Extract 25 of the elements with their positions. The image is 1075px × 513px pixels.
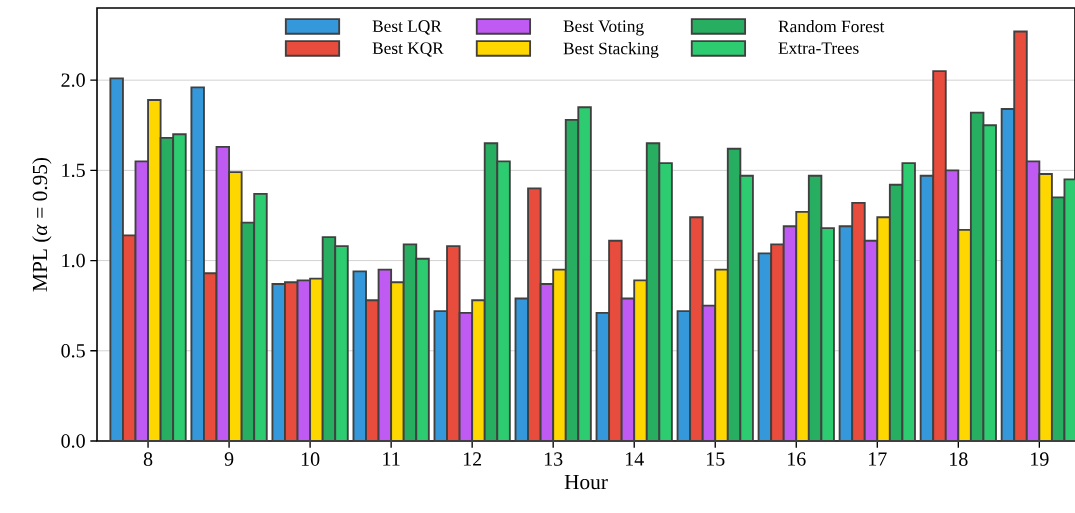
y-tick-label: 2.0 xyxy=(61,73,85,87)
legend-label: Best Stacking xyxy=(563,42,659,58)
x-axis-title: Hour xyxy=(564,475,608,490)
legend-label: Best Voting xyxy=(563,20,644,36)
x-tick-label: 10 xyxy=(301,452,320,466)
x-tick-label: 12 xyxy=(463,452,482,466)
y-tick-label: 1.0 xyxy=(62,253,85,268)
x-tick-label: 9 xyxy=(224,452,234,466)
x-tick-label: 8 xyxy=(143,452,153,466)
y-tick-label: 0.0 xyxy=(61,434,85,448)
y-tick-label: 0.5 xyxy=(61,343,85,358)
y-axis-title: MPL (α = 0.95) xyxy=(32,157,52,292)
x-tick-label: 11 xyxy=(383,452,400,466)
x-tick-label: 18 xyxy=(950,452,968,466)
legend-label: Best LQR xyxy=(372,20,442,35)
legend-label: Random Forest xyxy=(778,20,885,33)
y-tick-label: 1.5 xyxy=(62,163,85,178)
x-tick-label: 14 xyxy=(625,452,644,466)
x-tick-label: 19 xyxy=(1031,452,1049,466)
x-tick-label: 13 xyxy=(544,452,563,466)
x-tick-label: 17 xyxy=(869,452,887,466)
x-tick-label: 16 xyxy=(788,452,806,466)
x-tick-label: 15 xyxy=(707,452,725,466)
legend-label: Extra-Trees xyxy=(778,42,859,54)
legend-label: Best KQR xyxy=(372,42,444,57)
